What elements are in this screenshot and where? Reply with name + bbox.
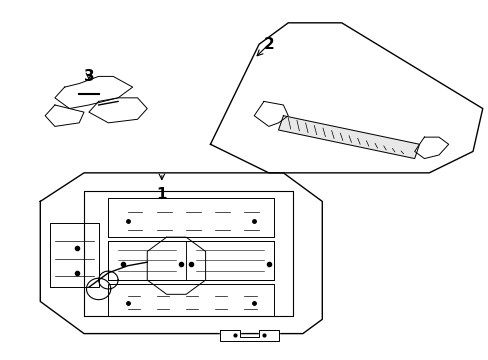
Polygon shape — [55, 76, 132, 109]
Polygon shape — [89, 98, 147, 123]
Text: 1: 1 — [156, 187, 167, 202]
Polygon shape — [40, 173, 322, 334]
Polygon shape — [414, 137, 448, 158]
Polygon shape — [210, 23, 482, 173]
Polygon shape — [220, 330, 278, 341]
Text: 3: 3 — [83, 69, 94, 84]
Polygon shape — [45, 105, 84, 126]
Polygon shape — [254, 102, 287, 126]
Polygon shape — [278, 116, 419, 158]
Text: 2: 2 — [263, 37, 274, 52]
